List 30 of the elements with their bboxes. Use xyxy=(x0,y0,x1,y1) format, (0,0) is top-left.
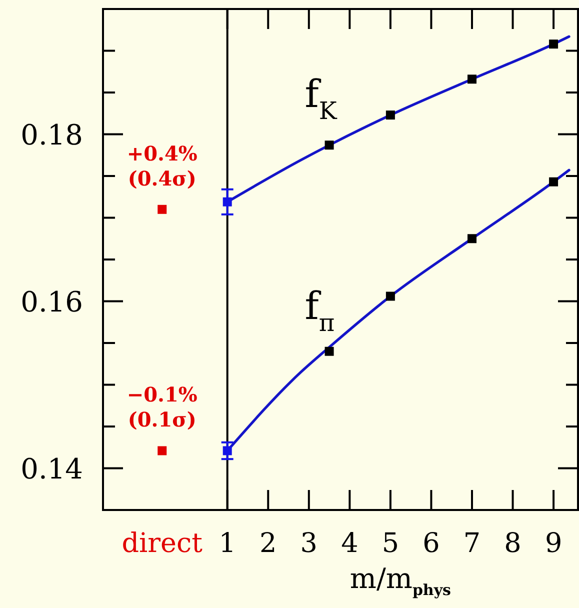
point xyxy=(324,346,334,356)
x-tick-label: 7 xyxy=(463,528,481,559)
y-tick-label: 0.14 xyxy=(20,452,83,486)
x-tick-label: 4 xyxy=(341,528,358,559)
y-tick-label: 0.18 xyxy=(20,118,83,152)
series-label: f$_{π}$ xyxy=(304,284,335,338)
point xyxy=(386,292,395,301)
point xyxy=(158,204,167,214)
x-tick-label: 8 xyxy=(504,528,522,559)
point xyxy=(467,74,476,84)
point xyxy=(324,140,334,150)
point xyxy=(549,177,558,186)
annotation: −0.1% (0.1σ) xyxy=(126,382,198,432)
point xyxy=(222,197,232,206)
point xyxy=(222,446,232,456)
x-tick-label: direct xyxy=(122,528,203,559)
point xyxy=(467,234,476,244)
x-tick-label: 3 xyxy=(300,528,318,559)
x-tick-label: 9 xyxy=(544,528,562,559)
point xyxy=(386,110,395,120)
point xyxy=(158,446,167,456)
x-tick-label: 1 xyxy=(218,528,236,559)
y-tick-label: 0.16 xyxy=(20,285,83,318)
x-tick-label: 2 xyxy=(260,528,277,559)
x-tick-label: 5 xyxy=(382,528,400,559)
series-label: f$_{K}$ xyxy=(304,72,338,126)
x-tick-label: 6 xyxy=(422,528,440,559)
point xyxy=(549,40,558,49)
x-axis-title: m/m$_{phys}$ xyxy=(350,562,451,599)
annotation: +0.4% (0.4σ) xyxy=(126,141,198,190)
